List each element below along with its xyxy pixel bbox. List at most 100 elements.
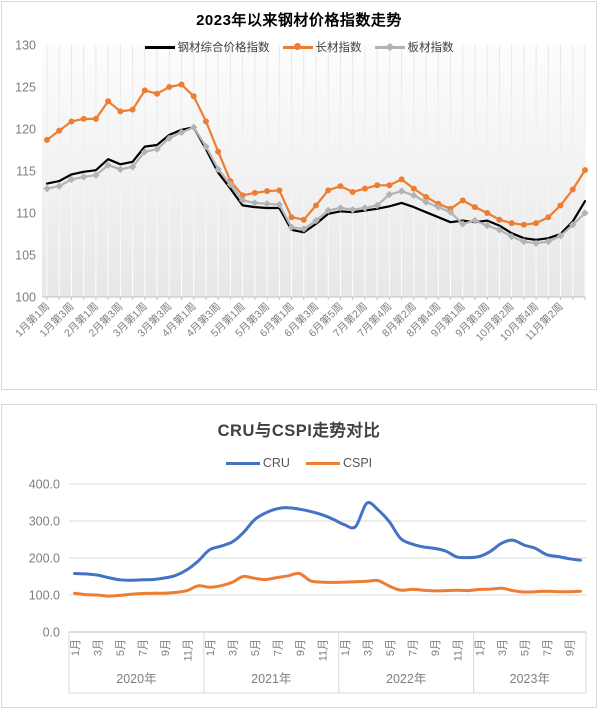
- month-label: 9月: [160, 639, 172, 656]
- data-point-diamond: [92, 171, 100, 179]
- data-point-diamond: [361, 204, 369, 212]
- diamond-marker-icon: [385, 42, 394, 52]
- data-point-circle: [215, 148, 222, 155]
- plot-wall: [42, 45, 585, 297]
- data-point-circle: [190, 93, 197, 100]
- data-point-circle: [154, 90, 161, 97]
- circle-marker-icon: [293, 43, 301, 50]
- data-point-circle: [141, 87, 148, 94]
- month-label: 5月: [520, 639, 532, 656]
- series-line-cspi: [73, 571, 582, 598]
- y-axis-label: 130: [15, 39, 36, 53]
- data-point-circle: [471, 204, 478, 211]
- series-line-cru: [73, 501, 582, 582]
- data-point-circle: [129, 106, 136, 113]
- month-label: 1月: [475, 639, 487, 656]
- y-axis-label: 400.0: [29, 478, 60, 492]
- data-point-diamond: [336, 204, 345, 212]
- data-point-diamond: [80, 173, 88, 181]
- month-label: 7月: [407, 639, 419, 656]
- y-axis-label: 0.0: [43, 626, 60, 640]
- data-point-diamond: [410, 191, 418, 200]
- month-label: 3月: [362, 639, 374, 656]
- year-label: 2020年: [116, 672, 156, 686]
- data-point-circle: [508, 220, 515, 227]
- data-point-circle: [166, 84, 173, 90]
- data-point-circle: [520, 221, 527, 228]
- data-point-diamond: [581, 209, 589, 217]
- month-label: 3月: [93, 639, 105, 656]
- data-point-circle: [313, 202, 319, 209]
- legend-item-cru: CRU: [225, 456, 290, 470]
- month-label: 11月: [452, 639, 464, 661]
- data-point-diamond: [153, 145, 161, 153]
- data-point-circle: [459, 197, 466, 204]
- data-point-circle: [117, 108, 124, 115]
- data-point-diamond: [532, 239, 540, 247]
- y-axis-label: 105: [15, 249, 36, 263]
- y-axis-label: 120: [15, 123, 36, 137]
- legend-label: 钢材综合价格指数: [177, 42, 270, 54]
- data-point-circle: [374, 182, 381, 189]
- data-point-circle: [533, 220, 540, 227]
- data-point-circle: [557, 202, 564, 209]
- year-label: 2023年: [510, 672, 550, 686]
- data-point-circle: [178, 81, 185, 88]
- data-point-diamond: [385, 190, 394, 199]
- cru-cspi-chart-panel: 400.0 300.0 200.0 100.0 0.0 1月 3月 5月 7月 9月 11月 1月 3月…: [1, 404, 597, 708]
- legend-label: CRU: [262, 456, 290, 470]
- month-label: 7月: [272, 639, 284, 656]
- month-label: 5月: [250, 639, 262, 656]
- legend-line-swatch: [225, 458, 260, 468]
- legend-line-swatch: [144, 42, 175, 52]
- month-label: 5月: [385, 639, 397, 656]
- data-point-circle: [264, 188, 271, 195]
- data-point-diamond: [202, 142, 210, 151]
- data-point-circle: [251, 189, 258, 196]
- data-point-diamond: [214, 165, 222, 173]
- data-point-circle: [56, 127, 63, 134]
- y-axis-label: 200.0: [29, 552, 60, 566]
- data-point-circle: [423, 194, 430, 201]
- steel-price-index-plot: 1301251201151101051001月第1周1月第3周2月第1周2月第3…: [12, 39, 589, 344]
- data-point-circle: [545, 214, 552, 221]
- data-point-diamond: [495, 226, 504, 234]
- cru-cspi-plot: 400.0 300.0 200.0 100.0 0.0 1月 3月 5月 7月 9月 11月 1月 3月…: [29, 478, 587, 694]
- data-point-circle: [582, 167, 588, 174]
- data-point-circle: [398, 176, 405, 183]
- data-point-diamond: [349, 205, 357, 214]
- data-point-diamond: [128, 163, 137, 171]
- legend-label: 长材指数: [315, 42, 362, 54]
- month-label: 9月: [430, 639, 442, 656]
- month-label: 1月: [70, 639, 82, 656]
- data-point-circle: [300, 216, 307, 223]
- legend-line-swatch: [305, 458, 340, 468]
- data-point-diamond: [104, 161, 112, 169]
- data-point-circle: [410, 185, 417, 192]
- data-point-diamond: [177, 128, 186, 137]
- month-label: 7月: [138, 639, 150, 656]
- chart1-legend: 钢材综合价格指数 长材指数 板材指数: [2, 39, 596, 55]
- y-axis-label: 125: [15, 81, 36, 95]
- data-point-circle: [569, 186, 576, 193]
- data-point-circle: [349, 189, 356, 195]
- y-axis-label: 110: [16, 207, 36, 221]
- legend-line-swatch: [374, 42, 405, 52]
- month-label: 7月: [542, 639, 554, 656]
- data-point-diamond: [556, 232, 565, 240]
- y-axis-label: 300.0: [29, 515, 60, 529]
- month-label: 3月: [497, 639, 509, 656]
- data-point-circle: [288, 214, 295, 221]
- data-point-diamond: [67, 175, 76, 184]
- data-point-diamond: [397, 187, 406, 195]
- data-point-circle: [484, 210, 491, 216]
- data-point-circle: [105, 98, 112, 105]
- data-point-circle: [386, 182, 393, 189]
- data-point-diamond: [55, 182, 63, 190]
- data-point-diamond: [300, 225, 308, 233]
- month-label: 1月: [205, 639, 217, 656]
- data-point-diamond: [483, 221, 491, 230]
- data-point-diamond: [141, 148, 149, 156]
- data-point-diamond: [446, 208, 455, 216]
- legend-item-composite: 钢材综合价格指数: [144, 39, 270, 55]
